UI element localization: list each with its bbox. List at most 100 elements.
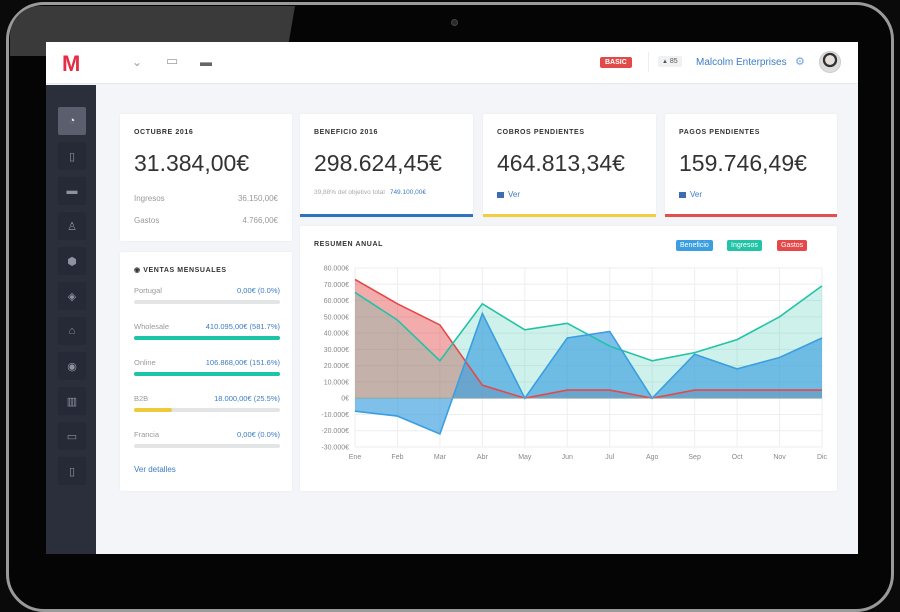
sidebar-item-tags[interactable]: ◈ <box>58 282 86 310</box>
divider <box>648 52 649 72</box>
notifications-button[interactable]: ▲ 85 <box>658 56 682 67</box>
ver-link[interactable]: Ver <box>497 190 520 199</box>
y-tick-label: 60.000€ <box>324 298 349 305</box>
progress-fill <box>134 408 172 412</box>
y-tick-label: -30.000€ <box>321 445 349 452</box>
mobile-icon: ▯ <box>68 465 76 478</box>
x-tick-label: Dic <box>817 454 828 461</box>
card-accent-bar <box>483 214 656 217</box>
progress-bar <box>134 300 280 304</box>
sidebar-item-cards[interactable]: ▬ <box>58 177 86 205</box>
card-title: ◉ VENTAS MENSUALES <box>134 266 227 274</box>
card-value: 31.384,00€ <box>134 150 250 176</box>
sidebar-item-contacts[interactable]: ♙ <box>58 212 86 240</box>
area-chart[interactable]: 80.000€ 70.000€ 60.000€ 50.000€ 40.000€ 30.00… <box>300 226 837 491</box>
x-tick-label: Ago <box>646 454 659 461</box>
card-pagos: PAGOS PENDIENTES 159.746,49€ Ver <box>665 114 837 217</box>
sidebar-item-reports[interactable]: ▥ <box>58 387 86 415</box>
x-tick-label: Oct <box>732 454 743 461</box>
ingresos-value: 36.150,00€ <box>237 194 278 203</box>
bank-icon: ⌂ <box>68 325 76 337</box>
list-icon <box>679 191 686 198</box>
documents-icon: ▯ <box>68 150 76 163</box>
card-title: COBROS PENDIENTES <box>497 129 585 136</box>
chevron-down-icon[interactable]: ⌄ <box>132 55 143 69</box>
sidebar-item-bank[interactable]: ⌂ <box>58 317 86 345</box>
card-value: 298.624,45€ <box>314 150 442 176</box>
ventas-title: VENTAS MENSUALES <box>143 267 227 274</box>
region-label: B2B <box>134 394 149 403</box>
sidebar-item-money[interactable]: ▭ <box>58 422 86 450</box>
sidebar-item-dashboard[interactable]: ◔ <box>58 107 86 135</box>
x-tick-label: Jun <box>562 454 573 461</box>
company-name[interactable]: Malcolm Enterprises <box>696 57 787 68</box>
x-tick-label: Nov <box>773 454 786 461</box>
x-tick-label: May <box>518 454 532 461</box>
objective-label: 39,88% del objetivo total <box>314 189 385 196</box>
region-label: Francia <box>134 430 160 439</box>
objective-text: 39,88% del objetivo total 749.100,00€ <box>314 189 426 196</box>
card-ventas-mensuales: ◉ VENTAS MENSUALES Portugal 0,00€ (0.0%)… <box>120 252 292 491</box>
region-value: 106.868,00€ (151.6%) <box>205 358 280 367</box>
progress-bar <box>134 372 280 376</box>
card-title: RESUMEN ANUAL <box>314 241 383 248</box>
y-tick-label: 40.000€ <box>324 331 349 338</box>
x-tick-label: Mar <box>434 454 447 461</box>
notification-count: 85 <box>669 58 678 65</box>
avatar[interactable] <box>819 51 841 73</box>
cards-icon: ▬ <box>66 185 78 197</box>
ingresos-label: Ingresos <box>134 194 165 203</box>
plan-badge[interactable]: BASIC <box>600 57 632 68</box>
gastos-label: Gastos <box>134 216 160 225</box>
y-tick-label: -10.000€ <box>321 412 349 419</box>
sidebar-item-documents[interactable]: ▯ <box>58 142 86 170</box>
list-icon <box>497 191 504 198</box>
sidebar-item-target[interactable]: ◉ <box>58 352 86 380</box>
sidebar: ◔ ▯ ▬ ♙ ⬢ ◈ ⌂ ◉ ▥ ▭ ▯ <box>46 85 96 554</box>
ver-link[interactable]: Ver <box>679 190 702 199</box>
monitor-icon[interactable]: ▬ <box>200 55 212 69</box>
region-label: Wholesale <box>134 322 170 331</box>
region-value: 18.000,00€ (25.5%) <box>214 394 280 403</box>
dashboard-icon: ◔ <box>68 115 76 127</box>
products-icon: ⬢ <box>67 255 77 268</box>
tags-icon: ◈ <box>67 290 77 303</box>
y-tick-label: 50.000€ <box>324 314 349 321</box>
objective-link[interactable]: 749.100,00€ <box>389 189 426 196</box>
x-tick-label: Ene <box>349 454 362 461</box>
progress-bar <box>134 336 280 340</box>
card-octubre: OCTUBRE 2016 31.384,00€ Ingresos 36.150,… <box>120 114 292 241</box>
camera-icon <box>451 19 458 26</box>
target-icon: ◉ <box>134 267 141 274</box>
sidebar-item-mobile[interactable]: ▯ <box>58 457 86 485</box>
region-value: 410.095,00€ (581.7%) <box>205 322 280 331</box>
ver-detalles-link[interactable]: Ver detalles <box>134 465 176 474</box>
region-label: Online <box>134 358 156 367</box>
window-icon[interactable]: ▭ <box>166 53 179 68</box>
legend-beneficio[interactable]: Beneficio <box>676 240 713 251</box>
y-tick-label: 10.000€ <box>324 379 349 386</box>
ver-label: Ver <box>508 190 521 199</box>
x-tick-label: Jul <box>605 454 614 461</box>
card-accent-bar <box>300 214 473 217</box>
reports-icon: ▥ <box>66 395 78 408</box>
gear-icon[interactable]: ⚙ <box>795 56 805 68</box>
card-title: PAGOS PENDIENTES <box>679 129 761 136</box>
y-tick-label: -20.000€ <box>321 428 349 435</box>
legend-gastos[interactable]: Gastos <box>777 240 808 251</box>
card-beneficio: BENEFICIO 2016 298.624,45€ 39,88% del ob… <box>300 114 473 217</box>
line-beneficio <box>354 311 823 436</box>
y-tick-label: 20.000€ <box>324 363 349 370</box>
sidebar-item-products[interactable]: ⬢ <box>58 247 86 275</box>
target-icon: ◉ <box>67 360 77 373</box>
x-tick-label: Sep <box>688 454 701 461</box>
bell-icon: ▲ <box>662 59 668 65</box>
progress-fill <box>134 336 280 340</box>
legend-ingresos[interactable]: Ingresos <box>727 240 762 251</box>
card-value: 464.813,34€ <box>497 150 625 176</box>
gastos-value: 4.766,00€ <box>242 216 278 225</box>
app-logo[interactable]: M <box>62 51 81 76</box>
card-title: OCTUBRE 2016 <box>134 129 194 136</box>
y-tick-label: 0€ <box>341 396 349 403</box>
region-value: 0,00€ (0.0%) <box>237 430 280 439</box>
